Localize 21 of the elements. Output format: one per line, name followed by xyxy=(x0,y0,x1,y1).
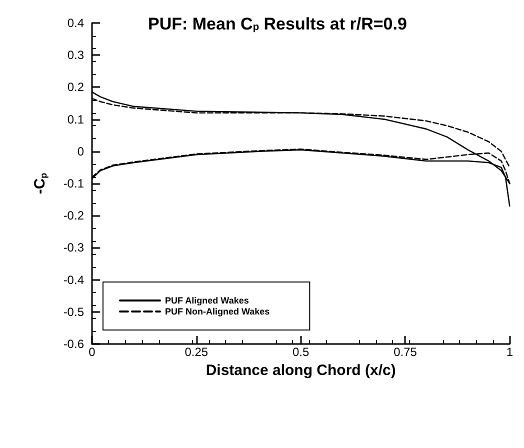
y-tick-label: 0.2 xyxy=(67,80,84,94)
y-tick-label: 0.1 xyxy=(67,112,84,126)
x-tick-label: 1 xyxy=(506,345,514,359)
y-axis-title: -Cp xyxy=(32,172,49,194)
y-tick-label: -0.5 xyxy=(63,304,84,319)
y-tick-label: -0.6 xyxy=(63,337,84,351)
x-tick-label: 0.75 xyxy=(394,345,418,359)
y-tick-label: -0.1 xyxy=(63,176,84,190)
chart-title: PUF: Mean Cp Results at r/R=0.9 xyxy=(148,14,407,34)
x-tick-label: 0.5 xyxy=(292,345,310,359)
y-tick-label: -0.4 xyxy=(63,272,84,287)
y-tick-label: -0.2 xyxy=(63,208,84,223)
legend-label: PUF Non-Aligned Wakes xyxy=(165,306,270,316)
x-axis-title: Distance along Chord (x/c) xyxy=(206,362,396,379)
x-tick-label: 0 xyxy=(88,345,96,359)
y-tick-label: 0.3 xyxy=(67,48,84,62)
y-tick-label: -0.3 xyxy=(63,240,84,255)
y-tick-label: 0.4 xyxy=(67,16,84,30)
y-tick-label: 0 xyxy=(77,144,84,158)
legend-label: PUF Aligned Wakes xyxy=(165,296,249,306)
x-tick-label: 0.25 xyxy=(184,345,208,359)
